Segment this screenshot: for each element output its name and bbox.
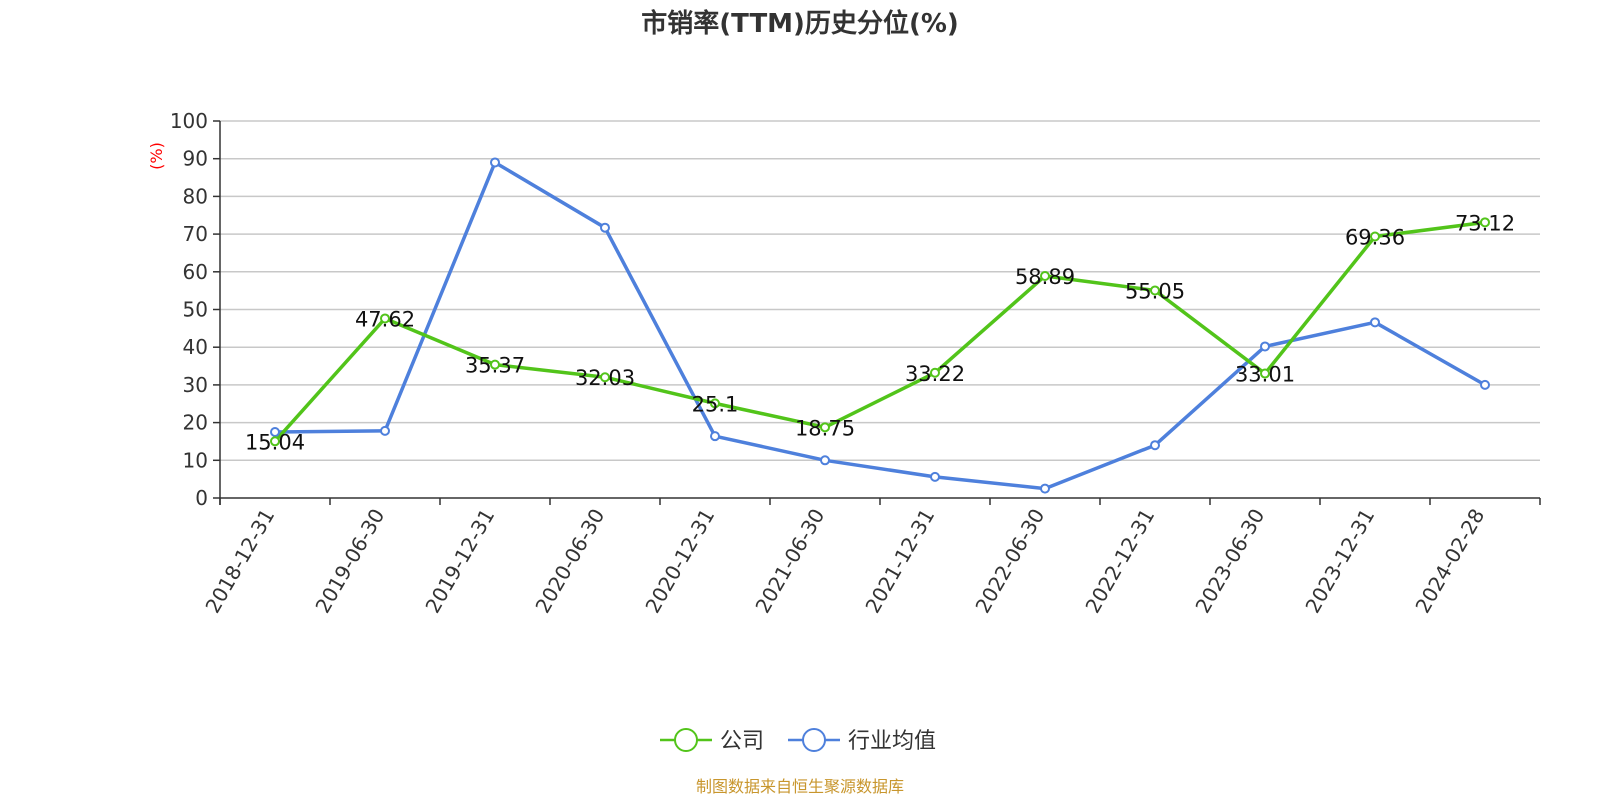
legend[interactable]: 公司 行业均值 [660,728,936,754]
x-tick-label: 2023-06-30 [1190,505,1269,618]
series-layer [270,157,1490,494]
y-tick-label: 50 [183,298,208,322]
data-point [1040,483,1050,494]
data-point [380,313,390,324]
chart-title: 市销率(TTM)历史分位(%) [641,8,959,39]
y-tick-label: 10 [183,448,208,472]
data-point [1480,379,1490,390]
y-tick-label: 60 [183,260,208,284]
data-label: 33.01 [1235,363,1295,387]
data-point [710,398,720,409]
y-tick-label: 20 [183,411,208,435]
data-label: 32.03 [575,366,635,390]
data-point [270,436,280,447]
y-tick-label: 0 [195,486,208,510]
data-point [1260,341,1270,352]
legend-item-0[interactable]: 公司 [660,728,764,754]
x-tick-label: 2024-02-28 [1410,505,1489,618]
data-point [600,222,610,233]
x-tick-label: 2018-12-31 [200,505,279,618]
data-label: 47.62 [355,307,415,331]
data-point [930,471,940,482]
y-axis-unit: (%) [147,142,166,170]
data-point [1150,440,1160,451]
data-labels: 15.04 47.62 35.37 32.03 25.1 18.75 33.22 58.89 5… [245,211,1515,454]
x-tick-label: 2022-12-31 [1080,505,1159,618]
y-tick-label: 30 [183,373,208,397]
x-tick-label: 2019-06-30 [310,505,389,618]
x-tick-label: 2021-12-31 [860,505,939,618]
legend-item-1[interactable]: 行业均值 [788,728,936,754]
x-tick-label: 2022-06-30 [970,505,1049,618]
data-point [1040,270,1050,281]
y-tick-label: 80 [183,184,208,208]
x-tick-label: 2020-12-31 [640,505,719,618]
data-point [820,455,830,466]
data-point [710,431,720,442]
data-point [1480,217,1490,228]
x-tick-labels: 2018-12-31 2019-06-30 2019-12-31 2020-06-30… [200,505,1489,618]
data-label: 69.36 [1345,226,1405,250]
legend-label: 公司 [720,729,764,754]
data-point [380,425,390,436]
data-point [1150,285,1160,296]
data-point [1370,231,1380,242]
data-point [600,372,610,383]
data-label: 58.89 [1015,265,1075,289]
data-label: 15.04 [245,430,305,454]
y-tick-label: 100 [170,109,208,133]
data-label: 18.75 [795,416,855,440]
y-tick-label: 90 [183,147,208,171]
data-point [270,427,280,438]
axes [213,120,1541,505]
legend-marker [802,728,826,752]
source-note: 制图数据来自恒生聚源数据库 [696,777,904,796]
legend-label: 行业均值 [848,729,936,754]
x-tick-label: 2021-06-30 [750,505,829,618]
data-point [490,157,500,168]
grid-lines [220,120,1540,462]
data-label: 55.05 [1125,279,1185,303]
series-line-0 [273,220,1486,443]
y-tick-label: 40 [183,335,208,359]
series-line-1 [274,160,1486,491]
data-label: 25.1 [692,392,739,416]
data-point [930,367,940,378]
data-point [1370,317,1380,328]
x-tick-label: 2020-06-30 [530,505,609,618]
data-label: 73.12 [1455,211,1515,235]
x-tick-label: 2019-12-31 [420,505,499,618]
legend-marker [674,728,698,752]
data-point [490,359,500,370]
data-label: 33.22 [905,362,965,386]
data-label: 35.37 [465,354,525,378]
y-tick-labels: 0 10 20 30 40 50 60 70 80 90 100 [170,109,208,510]
x-tick-label: 2023-12-31 [1300,505,1379,618]
y-tick-label: 70 [183,222,208,246]
data-point [1260,368,1270,379]
data-point [820,422,830,433]
